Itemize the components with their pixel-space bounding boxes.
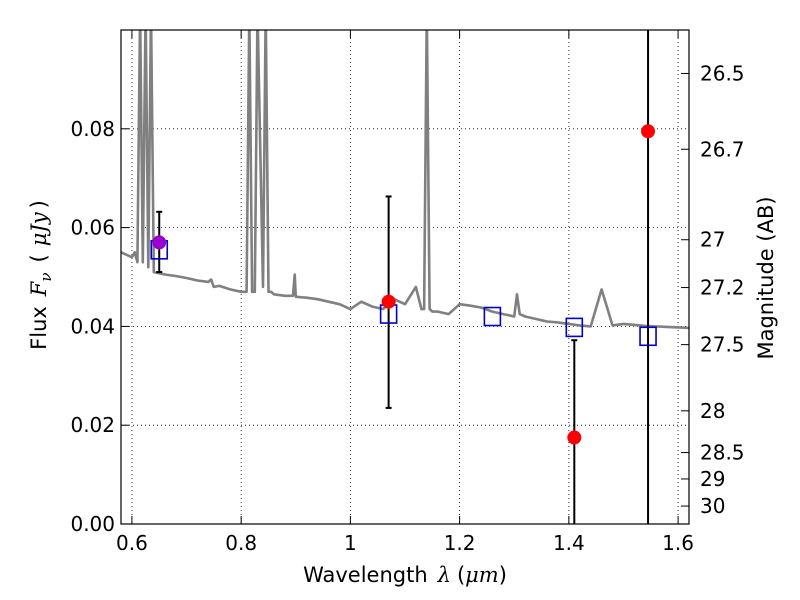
y-axis-ticks: 0.00 0.02 0.04 0.06 0.08 <box>70 117 129 536</box>
model-photometry-point-4 <box>639 326 657 347</box>
observed-point-1 <box>381 294 396 309</box>
right-axis-tick-label-6: 28.5 <box>700 441 745 465</box>
observed-point-3 <box>641 124 656 139</box>
right-axis-tick-label-8: 30 <box>700 494 725 518</box>
y-tick-label-2: 0.04 <box>70 314 115 338</box>
right-axis-tick-label-3: 27.2 <box>700 276 745 300</box>
x-tick-label-4: 1.4 <box>553 531 585 555</box>
x-tick-label-2: 1 <box>344 531 357 555</box>
right-axis-tick-label-0: 26.5 <box>700 61 745 85</box>
x-tick-label-5: 1.6 <box>662 531 694 555</box>
model-photometry-point-2 <box>483 306 502 327</box>
y-tick-label-4: 0.08 <box>70 117 115 141</box>
observed-point-0 <box>152 235 167 250</box>
right-axis-tick-label-4: 27.5 <box>700 333 745 357</box>
right-axis-tick-label-5: 28 <box>700 399 725 423</box>
x-tick-label-1: 0.8 <box>225 531 257 555</box>
right-axis-tick-label-7: 29 <box>700 467 725 491</box>
grid <box>121 30 689 524</box>
y-tick-label-0: 0.00 <box>70 512 115 536</box>
model-spectrum-line <box>121 30 689 330</box>
x-tick-label-3: 1.2 <box>444 531 476 555</box>
x-axis-label: Wavelength λ (μm) <box>303 563 507 587</box>
right-axis-tick-label-1: 26.7 <box>700 137 745 161</box>
error-bars <box>156 30 650 524</box>
x-axis-ticks: 0.6 0.8 1 1.2 1.4 1.6 <box>116 30 694 555</box>
observed-points <box>152 124 656 445</box>
model-photometry-points <box>150 240 657 347</box>
right-axis-tick-label-2: 27 <box>700 228 725 252</box>
observed-point-2 <box>567 430 582 445</box>
right-axis-label: Magnitude (AB) <box>754 196 778 359</box>
y-tick-label-1: 0.02 <box>70 413 115 437</box>
x-tick-label-0: 0.6 <box>116 531 148 555</box>
model-photometry-point-3 <box>565 317 584 338</box>
y-axis-label: FluxFν(μJy) <box>27 200 55 350</box>
plot-frame <box>120 29 690 525</box>
y-tick-label-3: 0.06 <box>70 216 115 240</box>
right-axis-ticks: 26.5 26.7 27 27.2 27.5 28 28.529 30 <box>681 61 745 518</box>
model-spectrum <box>121 30 689 330</box>
